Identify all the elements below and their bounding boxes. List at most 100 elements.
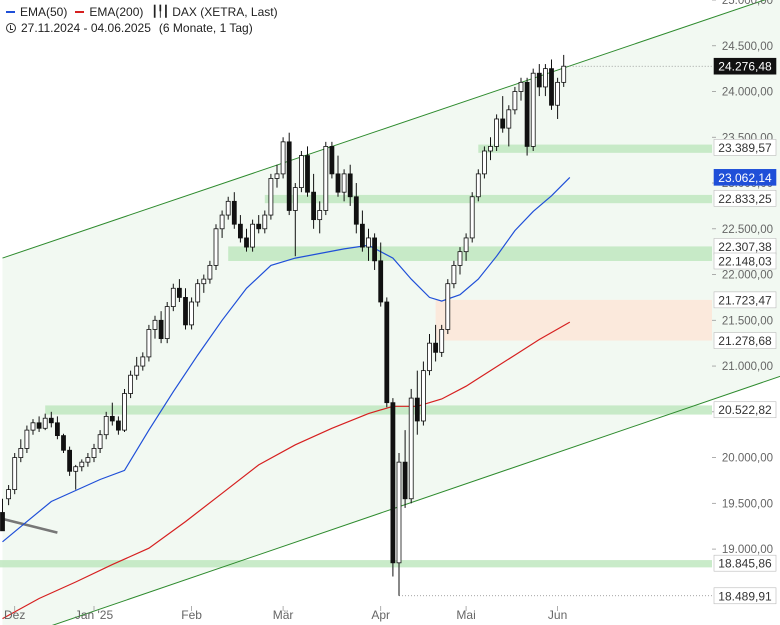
y-tick-label: 21.500,00 [722, 315, 773, 327]
candle [250, 219, 256, 252]
price-tag: 22.148,03 [713, 252, 777, 270]
candle [189, 297, 195, 330]
instrument-label: DAX (XETRA, Last) [172, 5, 278, 19]
candle-body [36, 422, 42, 429]
candle-body [61, 435, 66, 451]
price-tag-label: 23.062,14 [718, 171, 772, 185]
candle-body [530, 72, 536, 147]
candle-body [384, 301, 390, 404]
candle-body [97, 434, 103, 449]
candle [439, 324, 445, 357]
candle-body [183, 297, 188, 326]
legend-row-indicators: EMA(50) EMA(200) ┃╿┃ DAX (XETRA, Last) [6, 4, 278, 20]
candles-layer [0, 54, 567, 596]
price-tag-label: 22.307,38 [718, 240, 772, 254]
candle-body [103, 415, 109, 436]
x-tick-label: Jan '25 [75, 608, 114, 622]
y-tick-label: 20.000,00 [722, 453, 773, 465]
candle-body [488, 146, 493, 152]
candle-body [439, 329, 445, 353]
candle-body [420, 370, 426, 422]
candle [183, 288, 188, 330]
price-tag-box [713, 252, 777, 270]
candle-body [512, 91, 518, 111]
y-axis: 25.000,0024.500,0024.000,0023.500,0023.0… [712, 0, 773, 556]
candle-body [280, 141, 286, 175]
candle-body [549, 68, 554, 106]
channel-upper-line [2, 0, 766, 259]
y-tick-label: 25.000,00 [722, 0, 773, 7]
price-tag-box [713, 189, 777, 207]
candle-body [67, 449, 72, 472]
candle [268, 173, 274, 220]
candle-body [469, 196, 475, 239]
y-tick-label: 22.000,00 [722, 270, 773, 282]
candle-body [445, 283, 451, 330]
candle [305, 146, 310, 197]
candle-body [122, 393, 127, 431]
candle [213, 224, 219, 270]
candle-body [158, 319, 164, 340]
candle [61, 433, 66, 453]
candle [42, 413, 48, 431]
candle-body [146, 329, 152, 358]
price-tag: 21.278,68 [713, 332, 777, 349]
candle-body [91, 448, 97, 458]
price-tag-label: 22.148,03 [718, 254, 772, 268]
support-zone [478, 144, 712, 153]
candle-body [256, 223, 262, 230]
candle-body [207, 264, 213, 280]
price-tag-box [713, 169, 777, 186]
candle-body [451, 264, 457, 285]
x-tick-label: Mär [273, 608, 294, 622]
candle-body [475, 173, 481, 198]
candle [36, 416, 42, 432]
x-tick-label: Mai [456, 608, 475, 622]
candle-body [347, 173, 353, 198]
y-tick-label: 24.500,00 [722, 41, 773, 53]
candle [384, 297, 390, 408]
candle [408, 388, 414, 504]
support-zone [228, 246, 712, 261]
candle [195, 279, 201, 307]
candle [347, 164, 353, 206]
candle-body [274, 173, 280, 179]
candle-body [372, 237, 378, 262]
candle-body [225, 200, 231, 216]
candle-body [42, 417, 48, 429]
candle [311, 173, 317, 229]
candle [231, 192, 237, 229]
candle-body [311, 191, 317, 221]
candle [225, 196, 231, 220]
candle-body [6, 489, 11, 500]
candle-body [329, 146, 335, 175]
price-tag: 18.845,86 [713, 554, 777, 572]
candle [353, 183, 359, 234]
candle-body [481, 150, 487, 175]
candle [207, 260, 213, 284]
candle [390, 398, 396, 577]
candle-body [128, 374, 134, 394]
price-tag-box [713, 291, 777, 309]
candle [146, 324, 152, 362]
candle-body [286, 141, 292, 211]
candle [469, 192, 475, 243]
candle [536, 64, 542, 97]
clock-icon [6, 23, 16, 33]
candle-body [323, 146, 329, 211]
candle-body [109, 415, 115, 422]
candle [55, 416, 60, 440]
ema200-swatch [75, 11, 85, 13]
candlestick-icon: ┃╿┃ [151, 6, 169, 18]
candle-body [366, 237, 371, 248]
candle [463, 233, 469, 261]
y-tick-label: 19.000,00 [722, 544, 773, 556]
candle [359, 210, 365, 252]
candle [512, 86, 518, 115]
candle-body [55, 422, 60, 437]
candle [97, 430, 103, 453]
price-tag-label: 22.833,25 [718, 192, 772, 206]
candle [274, 164, 280, 188]
candle [91, 443, 97, 463]
candle [366, 228, 371, 261]
